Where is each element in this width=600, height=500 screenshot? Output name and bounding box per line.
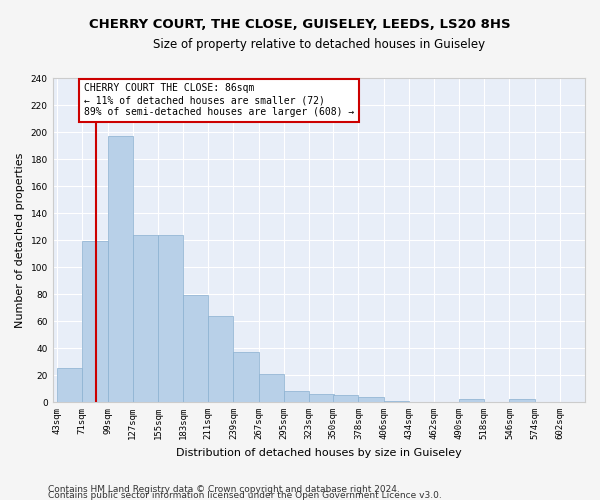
Y-axis label: Number of detached properties: Number of detached properties — [15, 152, 25, 328]
Bar — [383, 400, 409, 402]
Bar — [82, 242, 107, 402]
Title: Size of property relative to detached houses in Guiseley: Size of property relative to detached ho… — [153, 38, 485, 51]
Bar — [208, 316, 233, 402]
Bar — [259, 374, 284, 402]
Text: Contains public sector information licensed under the Open Government Licence v3: Contains public sector information licen… — [48, 491, 442, 500]
Bar — [333, 396, 358, 402]
Text: Contains HM Land Registry data © Crown copyright and database right 2024.: Contains HM Land Registry data © Crown c… — [48, 484, 400, 494]
Bar — [284, 392, 309, 402]
Bar — [459, 400, 484, 402]
Bar — [133, 234, 158, 402]
Bar — [509, 400, 535, 402]
Bar — [57, 368, 82, 402]
X-axis label: Distribution of detached houses by size in Guiseley: Distribution of detached houses by size … — [176, 448, 462, 458]
Bar — [158, 234, 183, 402]
Bar — [358, 396, 383, 402]
Bar — [309, 394, 334, 402]
Bar — [233, 352, 259, 402]
Text: CHERRY COURT THE CLOSE: 86sqm
← 11% of detached houses are smaller (72)
89% of s: CHERRY COURT THE CLOSE: 86sqm ← 11% of d… — [84, 84, 355, 116]
Bar — [183, 296, 208, 402]
Bar — [107, 136, 133, 402]
Text: CHERRY COURT, THE CLOSE, GUISELEY, LEEDS, LS20 8HS: CHERRY COURT, THE CLOSE, GUISELEY, LEEDS… — [89, 18, 511, 30]
